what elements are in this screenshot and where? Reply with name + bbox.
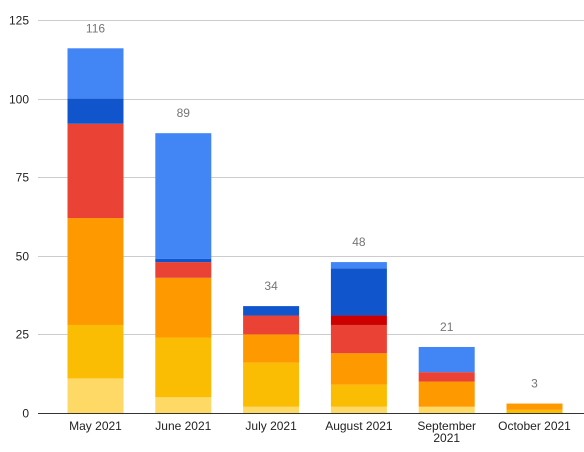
bar-segment [418,346,475,373]
bar-segment [243,306,300,316]
x-tick-label: October 2021 [498,419,571,433]
x-tick-label: June 2021 [155,419,211,433]
bar-total-label: 48 [352,235,366,249]
bar-total-label: 89 [177,106,191,120]
y-tick-label: 100 [9,93,29,107]
y-tick-label: 0 [22,407,29,421]
bar-segment [330,315,387,325]
y-tick-label: 25 [16,328,30,342]
bar-total-label: 116 [86,21,105,35]
bar-segment [155,337,212,398]
bar-total-label: 21 [440,320,454,334]
bar-segment [506,403,563,410]
x-tick-label: September 2021 [417,419,476,445]
bar-segment [67,218,124,325]
bar-segment [67,378,124,413]
bar-total-label: 34 [264,279,278,293]
bar-total-labels: 116 89 34 48 21 3 [86,21,538,390]
bar-segment [418,381,475,407]
bar-segment [155,397,212,413]
bar-segment [330,262,387,269]
x-tick-label: July 2021 [245,419,297,433]
bar-segment [67,324,124,379]
bar-segment [243,334,300,363]
y-tick-label: 75 [16,171,30,185]
bar-segment [67,98,124,124]
bar-segment [330,406,387,413]
x-tick-label: May 2021 [69,419,122,433]
bar-segment [243,406,300,413]
bar-segment [155,277,212,338]
bar-segment [418,406,475,413]
y-axis-ticks: 0 25 50 75 100 125 [9,14,29,421]
bar-segment [418,372,475,382]
bar-segment [243,315,300,335]
gridlines [38,20,584,414]
bar-segment [155,258,212,263]
bar-segment [330,353,387,385]
y-tick-label: 50 [16,250,30,264]
bar-total-label: 3 [531,377,538,391]
bar-segment [330,324,387,354]
bar-segment [67,48,124,99]
bars [67,48,563,413]
bar-segment [67,123,124,219]
x-axis-ticks: May 2021 June 2021 July 2021 August 2021 Sep… [69,419,571,445]
y-tick-label: 125 [9,14,29,28]
bar-segment [155,133,212,259]
bar-segment [330,268,387,316]
bar-segment [330,384,387,407]
bar-segment [506,409,563,413]
bar-segment [155,262,212,278]
x-tick-label: August 2021 [325,419,393,433]
bar-segment [243,362,300,407]
